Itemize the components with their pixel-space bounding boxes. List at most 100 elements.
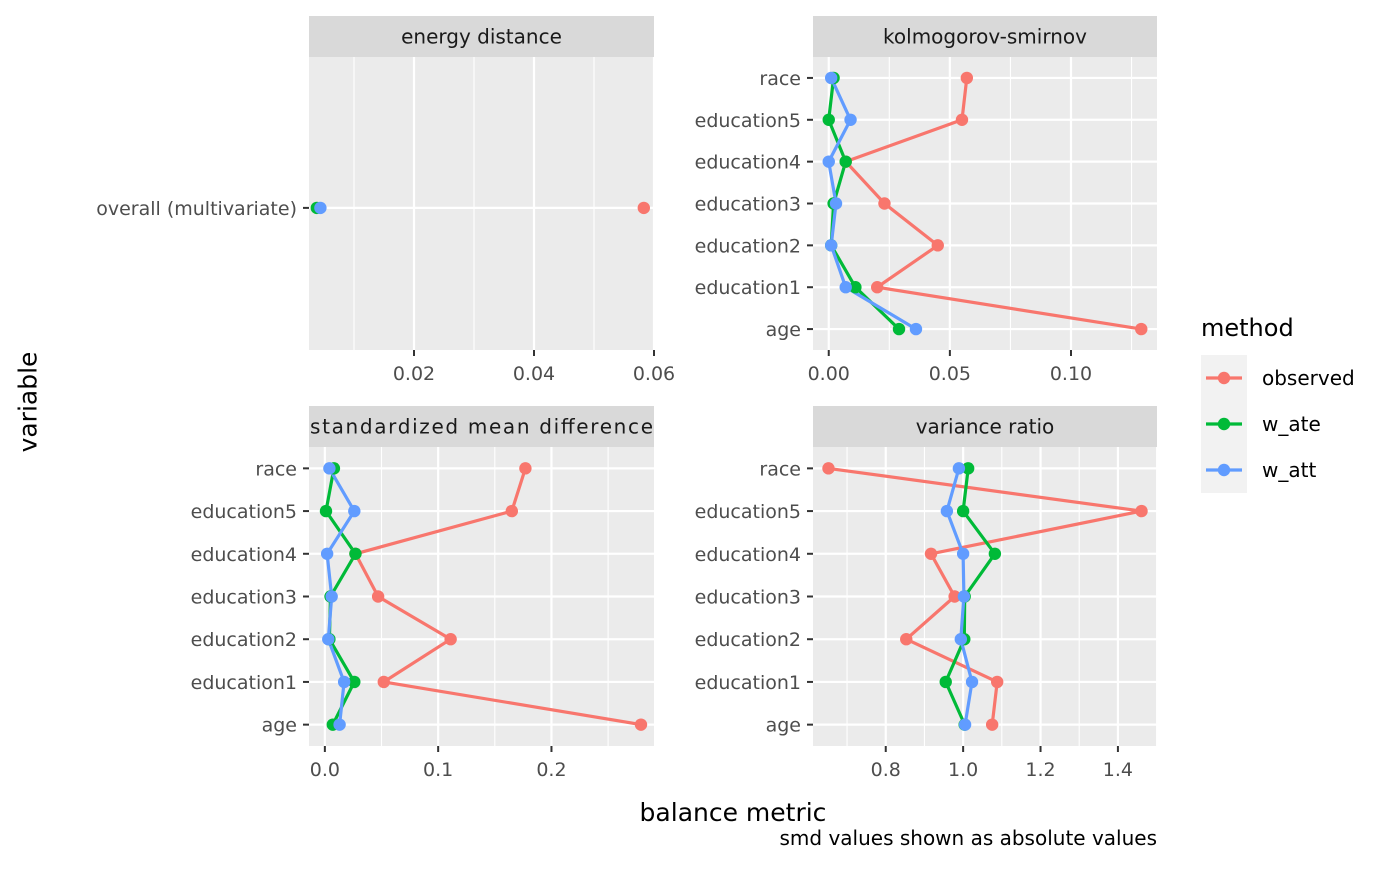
data-point-observed [924,547,938,560]
data-point-w-ate [939,675,952,689]
x-tick-label: 0.02 [393,363,435,385]
legend-key-point [1217,463,1231,477]
data-point-w-att [323,462,336,475]
y-tick-label: age [262,715,297,737]
y-tick-label: education1 [695,672,801,694]
x-tick-label: 0.05 [929,363,971,385]
data-point-observed [960,71,974,85]
x-tick-label: 0.1 [423,759,453,781]
facet-energy-distance: energy distance 0.02 0.04 0.06 overall (mult… [96,16,675,385]
y-tick-label: education5 [191,501,297,523]
data-point-w-att [844,113,857,126]
data-point-w-ate [349,547,362,560]
data-point-w-att [824,239,838,252]
x-tick-label: 0.04 [513,363,555,385]
y-axis-title: variable [13,351,43,453]
x-tick-label: 0.2 [536,759,566,781]
data-point-w-ate [961,462,975,475]
y-tick-label: education1 [191,672,297,694]
y-tick-label: education5 [695,501,801,523]
facet-standardized-mean-difference: standardized mean difference 0.0 0.1 0.2 rac… [191,406,654,781]
data-point-w-att [829,197,843,210]
data-point-observed [1135,504,1148,518]
data-point-w-att [348,504,361,518]
data-point-w-ate [988,547,1002,560]
data-point-observed [505,504,519,518]
y-tick-label: age [766,319,801,341]
y-tick-label: overall (multivariate) [96,198,297,220]
data-point-w-ate [348,675,361,689]
y-tick-label: education2 [695,629,801,651]
facet-strip-label: kolmogorov-smirnov [883,25,1087,49]
data-point-w-att [337,675,351,689]
facet-strip-label: energy distance [401,25,562,49]
data-point-w-att [958,718,972,731]
data-point-w-ate [849,281,862,294]
x-tick-label: 0.10 [1050,363,1092,385]
y-tick-label: education1 [695,277,801,299]
data-point-w-ate [839,155,852,168]
data-point-w-ate [822,113,835,126]
data-point-w-att [952,462,966,475]
facet-strip-label: standardized mean difference [310,415,653,439]
x-axis-title: balance metric [639,798,827,827]
facet-kolmogorov-smirnov: kolmogorov-smirnov 0.00 0.05 0.10 race educat… [695,16,1157,385]
data-point-w-att [320,547,334,560]
legend: method observed w_ate w_att [1201,314,1355,493]
data-point-observed [900,633,913,646]
facet-strip [813,406,1157,447]
data-point-observed [822,462,835,475]
data-point-w-att [940,504,954,518]
data-point-w-att [965,675,979,689]
data-point-w-att [822,155,835,168]
facet-strip [813,16,1157,57]
data-point-w-att [333,718,346,731]
data-point-w-att [314,201,327,215]
facet-variance-ratio: variance ratio 0.8 1.0 1.2 1.4 race education5… [695,406,1158,781]
x-tick-label: 0.00 [808,363,850,385]
data-point-observed [878,197,891,210]
legend-key-point [1217,371,1231,385]
data-point-w-ate [892,322,906,336]
data-point-observed [948,590,961,603]
data-point-w-att [909,322,923,336]
data-point-observed [1135,322,1148,336]
y-tick-label: education5 [695,110,801,132]
x-tick-label: 0.0 [310,759,340,781]
y-tick-label: race [255,458,297,480]
data-point-observed [637,201,650,215]
data-point-observed [870,281,884,294]
data-point-observed [985,718,999,731]
y-tick-label: education2 [695,235,801,257]
data-point-w-att [839,281,852,294]
data-point-w-att [956,547,970,560]
legend-label-observed: observed [1262,366,1355,390]
facet-strip [309,16,654,57]
y-tick-label: education4 [191,544,297,566]
y-tick-label: education2 [191,629,297,651]
facet-strip-label: variance ratio [916,415,1055,439]
legend-key-point [1217,417,1231,431]
data-point-observed [377,675,390,689]
legend-label-w-ate: w_ate [1262,412,1321,436]
facet-strip [309,406,654,447]
data-point-w-ate [956,504,970,518]
data-point-w-att [824,71,838,85]
x-tick-label: 0.8 [871,759,901,781]
x-tick-label: 1.4 [1103,759,1133,781]
legend-title: method [1201,314,1294,342]
y-tick-label: education4 [695,152,801,174]
data-point-observed [931,239,944,252]
data-point-w-att [957,590,971,603]
y-tick-label: education3 [695,587,801,609]
data-point-observed [990,675,1004,689]
x-tick-label: 1.2 [1025,759,1055,781]
x-tick-label: 1.0 [948,759,978,781]
y-tick-label: race [759,68,801,90]
data-point-observed [444,633,457,646]
y-tick-label: education4 [695,544,801,566]
x-tick-label: 0.06 [633,363,675,385]
data-point-observed [519,462,532,475]
